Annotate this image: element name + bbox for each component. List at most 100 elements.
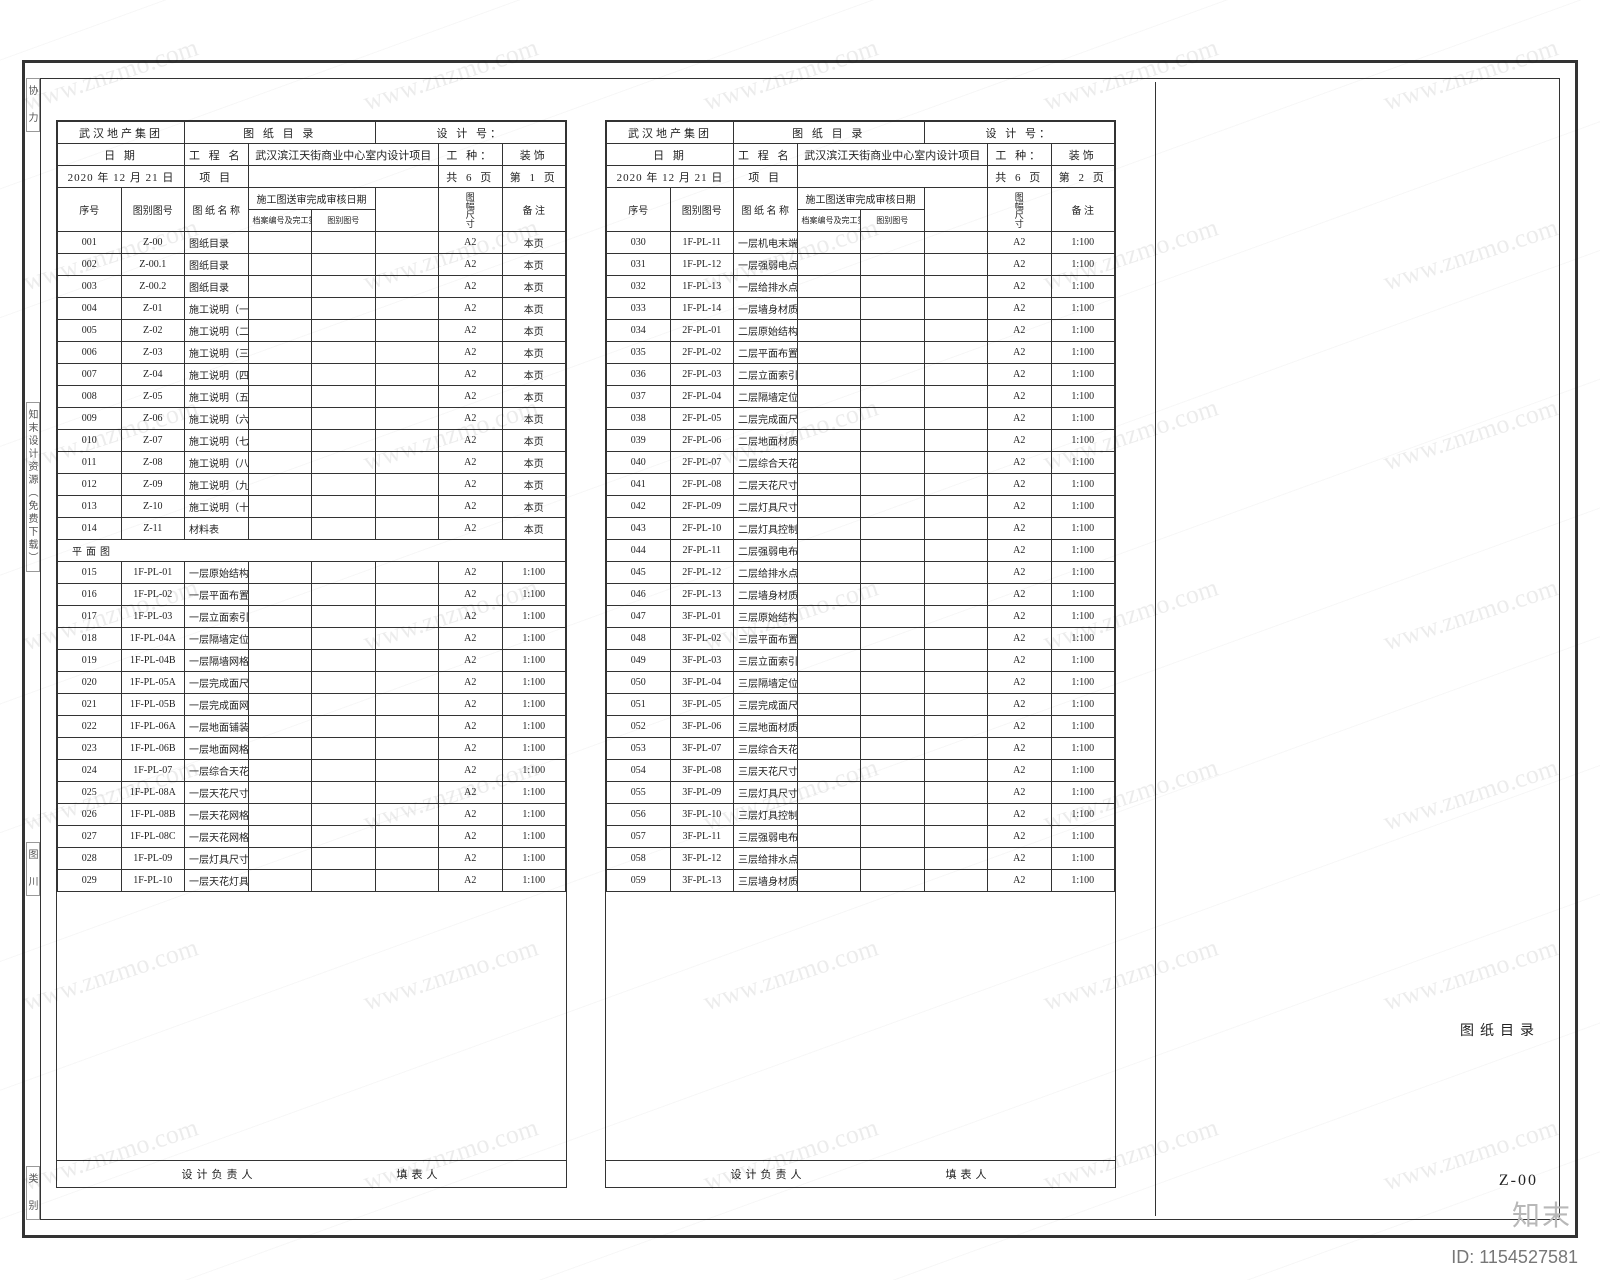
col-seq: 序号 (607, 188, 671, 232)
table-row: 009 Z-06 施工说明（六） A2 本页 (58, 408, 566, 430)
table-row: 010 Z-07 施工说明（七） A2 本页 (58, 430, 566, 452)
table-row: 053 3F-PL-07 三层综合天花图 A2 1:100 (607, 738, 1115, 760)
table-row: 016 1F-PL-02 一层平面布置图 A2 1:100 (58, 584, 566, 606)
table-row: 029 1F-PL-10 一层天花灯具控制图 A2 1:100 (58, 870, 566, 892)
table-row: 046 2F-PL-13 二层墙身材质图 A2 1:100 (607, 584, 1115, 606)
project-name: 武汉滨江天街商业中心室内设计项目 (797, 144, 988, 166)
table-row: 028 1F-PL-09 一层灯具尺寸定位图 A2 1:100 (58, 848, 566, 870)
table-row: 055 3F-PL-09 三层灯具尺寸定位图 A2 1:100 (607, 782, 1115, 804)
table-row: 013 Z-10 施工说明（十） A2 本页 (58, 496, 566, 518)
table-row: 043 2F-PL-10 二层灯具控制图 A2 1:100 (607, 518, 1115, 540)
table-row: 005 Z-02 施工说明（二） A2 本页 (58, 320, 566, 342)
col-remark: 备 注 (502, 188, 566, 232)
col-size: 图幅尺寸 (439, 188, 503, 232)
col-dwgname: 图 纸 名 称 (734, 188, 798, 232)
col-stamp (924, 188, 988, 232)
side-label-2: 知末设计资源（免费下载） (26, 402, 40, 572)
table-row: 027 1F-PL-08C 一层天花网格尺寸定位图 A2 1:100 (58, 826, 566, 848)
date-value: 2020 年 12 月 21 日 (58, 166, 185, 188)
table-row: 018 1F-PL-04A 一层隔墙定位图 A2 1:100 (58, 628, 566, 650)
col-stamp (375, 188, 439, 232)
drawing-canvas: 协 力 知末设计资源（免费下载） 图 川 类 别 武汉地产集团 图 纸 目 录 … (0, 0, 1600, 1280)
col-ref-b: 图别图号 (312, 210, 376, 232)
table-row: 015 1F-PL-01 一层原始结构图 A2 1:100 (58, 562, 566, 584)
col-size: 图幅尺寸 (988, 188, 1052, 232)
page-total: 共 6 页 (988, 166, 1052, 188)
design-lead-label: 设计负责人 (731, 1166, 806, 1182)
catalog-title: 图 纸 目 录 (185, 122, 376, 144)
col-refgroup: 施工图送审完成审核日期 (797, 188, 924, 210)
table-row: 041 2F-PL-08 二层天花尺寸定位图 A2 1:100 (607, 474, 1115, 496)
table-row: 017 1F-PL-03 一层立面索引图 A2 1:100 (58, 606, 566, 628)
design-no: 设 计 号： (375, 122, 566, 144)
table-row: 002 Z-00.1 图纸目录 A2 本页 (58, 254, 566, 276)
table-row: 057 3F-PL-11 三层强弱电布置图 A2 1:100 (607, 826, 1115, 848)
table-row: 052 3F-PL-06 三层地面材质图 A2 1:100 (607, 716, 1115, 738)
item-label: 项 目 (734, 166, 798, 188)
table-row: 026 1F-PL-08B 一层天花网格尺寸定位图 A2 1:100 (58, 804, 566, 826)
table-row: 040 2F-PL-07 二层综合天花图 A2 1:100 (607, 452, 1115, 474)
table-row: 042 2F-PL-09 二层灯具尺寸定位图 A2 1:100 (607, 496, 1115, 518)
title-block (1155, 82, 1556, 1216)
table-row: 044 2F-PL-11 二层强弱电布置图 A2 1:100 (607, 540, 1115, 562)
table-row: 056 3F-PL-10 三层灯具控制图 A2 1:100 (607, 804, 1115, 826)
discipline: 装饰 (1051, 144, 1115, 166)
project-label: 工 程 名 称 (185, 144, 249, 166)
col-ref-a: 档案编号及完工签证号 (248, 210, 312, 232)
item-label: 项 目 (185, 166, 249, 188)
table-row: 021 1F-PL-05B 一层完成面网格尺寸定位图 A2 1:100 (58, 694, 566, 716)
table-row: 019 1F-PL-04B 一层隔墙网格尺寸定位图 A2 1:100 (58, 650, 566, 672)
table-row: 012 Z-09 施工说明（九） A2 本页 (58, 474, 566, 496)
date-value: 2020 年 12 月 21 日 (607, 166, 734, 188)
date-label: 日 期 (607, 144, 734, 166)
table-row: 050 3F-PL-04 三层隔墙定位图 A2 1:100 (607, 672, 1115, 694)
table-row: 007 Z-04 施工说明（四） A2 本页 (58, 364, 566, 386)
col-ref-a: 档案编号及完工签证号 (797, 210, 861, 232)
sheet-title: 图纸目录 (1460, 1020, 1540, 1040)
col-dwgno: 图别图号 (670, 188, 734, 232)
table-row: 045 2F-PL-12 二层给排水点位图 A2 1:100 (607, 562, 1115, 584)
owner-cell: 武汉地产集团 (607, 122, 734, 144)
side-label-3: 图 川 (26, 842, 40, 896)
table-row: 035 2F-PL-02 二层平面布置图 A2 1:100 (607, 342, 1115, 364)
project-label: 工 程 名 称 (734, 144, 798, 166)
table-row: 003 Z-00.2 图纸目录 A2 本页 (58, 276, 566, 298)
table-row: 014 Z-11 材料表 A2 本页 (58, 518, 566, 540)
compiler-label: 填表人 (397, 1166, 442, 1182)
discipline-label: 工 种： (988, 144, 1052, 166)
discipline-label: 工 种： (439, 144, 503, 166)
table-row: 023 1F-PL-06B 一层地面网格尺寸定位图 A2 1:100 (58, 738, 566, 760)
table-row: 006 Z-03 施工说明（三） A2 本页 (58, 342, 566, 364)
design-no: 设 计 号： (924, 122, 1115, 144)
table-row: 054 3F-PL-08 三层天花尺寸定位图 A2 1:100 (607, 760, 1115, 782)
brand-watermark: 知末 (1512, 1194, 1572, 1234)
side-tab-stack: 协 力 知末设计资源（免费下载） 图 川 类 别 (26, 78, 40, 1220)
table-row: 022 1F-PL-06A 一层地面铺装图 A2 1:100 (58, 716, 566, 738)
col-dwgno: 图别图号 (121, 188, 185, 232)
signature-bar: 设计负责人填表人 (57, 1160, 566, 1187)
table-row: 038 2F-PL-05 二层完成面尺寸定位图 A2 1:100 (607, 408, 1115, 430)
table-row: 008 Z-05 施工说明（五） A2 本页 (58, 386, 566, 408)
date-label: 日 期 (58, 144, 185, 166)
catalog-sheet-2: 武汉地产集团 图 纸 目 录 设 计 号： 日 期 工 程 名 称 武汉滨江天街… (605, 120, 1116, 1188)
table-row: 051 3F-PL-05 三层完成面尺寸定位图 A2 1:100 (607, 694, 1115, 716)
catalog-sheet-1: 武汉地产集团 图 纸 目 录 设 计 号： 日 期 工 程 名 称 武汉滨江天街… (56, 120, 567, 1188)
col-ref-b: 图别图号 (861, 210, 925, 232)
catalog-title: 图 纸 目 录 (734, 122, 925, 144)
table-row: 031 1F-PL-12 一层强弱电点位图 A2 1:100 (607, 254, 1115, 276)
table-row: 059 3F-PL-13 三层墙身材质图 A2 1:100 (607, 870, 1115, 892)
table-row: 020 1F-PL-05A 一层完成面尺寸定位图 A2 1:100 (58, 672, 566, 694)
col-refgroup: 施工图送审完成审核日期 (248, 188, 375, 210)
content-area: 武汉地产集团 图 纸 目 录 设 计 号： 日 期 工 程 名 称 武汉滨江天街… (56, 120, 1116, 1188)
side-label-1: 协 力 (26, 78, 40, 132)
page-total: 共 6 页 (439, 166, 503, 188)
table-row: 032 1F-PL-13 一层给排水点位图 A2 1:100 (607, 276, 1115, 298)
table-row: 049 3F-PL-03 三层立面索引图 A2 1:100 (607, 650, 1115, 672)
sheet-code: Z-00 (1499, 1172, 1538, 1190)
table-row: 025 1F-PL-08A 一层天花尺寸定位图 A2 1:100 (58, 782, 566, 804)
table-row: 048 3F-PL-02 三层平面布置图 A2 1:100 (607, 628, 1115, 650)
table-row: 001 Z-00 图纸目录 A2 本页 (58, 232, 566, 254)
side-label-4: 类 别 (26, 1166, 40, 1220)
table-row: 047 3F-PL-01 三层原始结构图 A2 1:100 (607, 606, 1115, 628)
table-row: 033 1F-PL-14 一层墙身材质图 A2 1:100 (607, 298, 1115, 320)
